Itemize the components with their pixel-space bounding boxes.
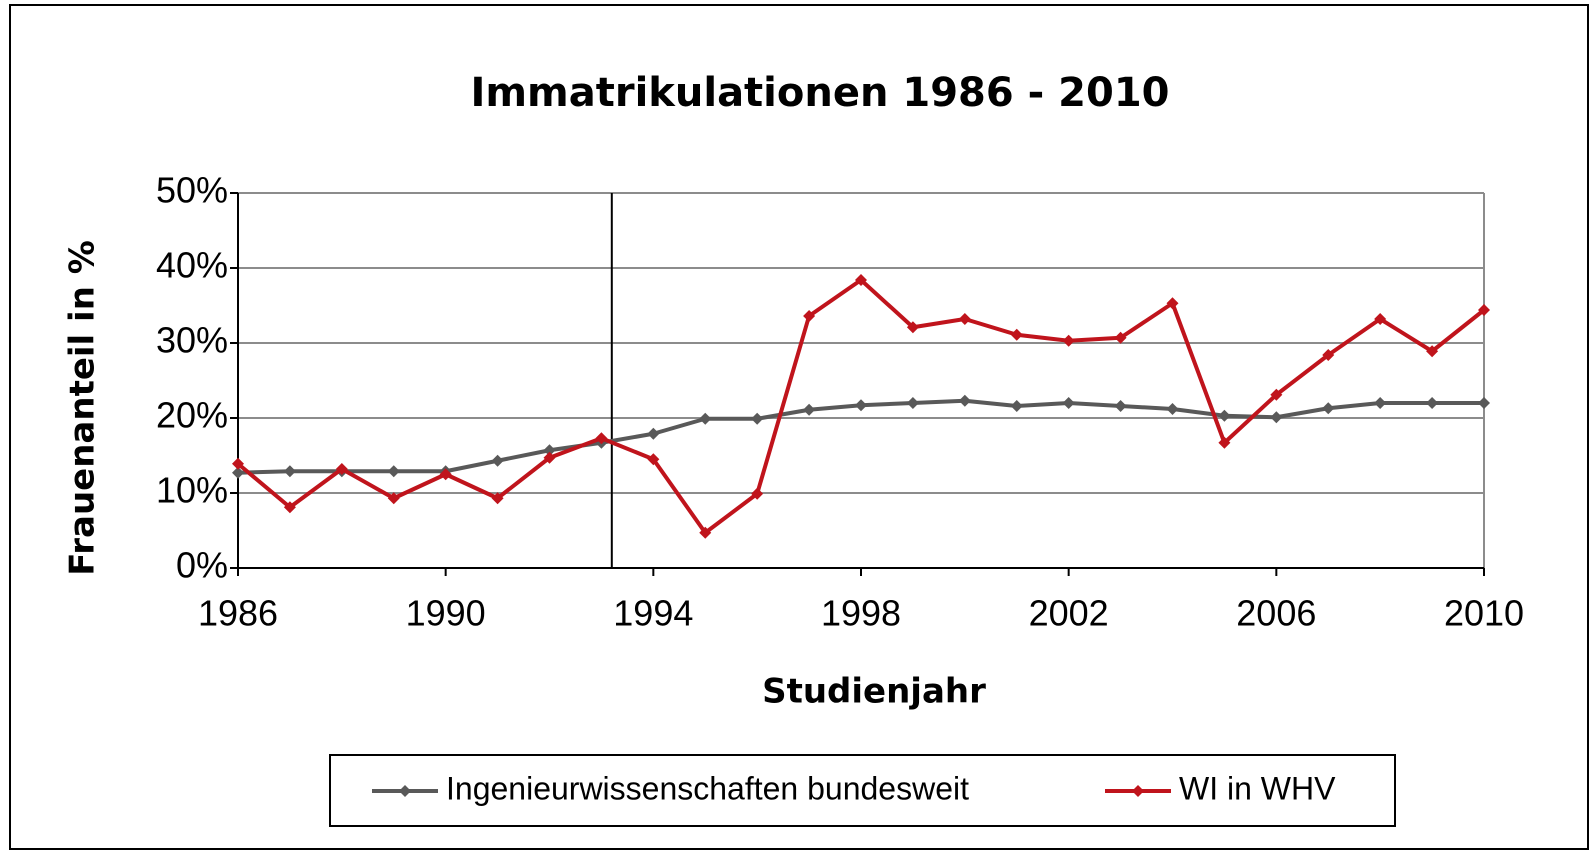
data-point (283, 501, 296, 514)
data-point (283, 465, 296, 478)
data-point (1166, 297, 1179, 310)
x-axis-label: Studienjahr (762, 672, 986, 712)
data-point (1478, 304, 1490, 316)
chart-frame (9, 4, 1589, 850)
data-point (1478, 397, 1490, 409)
data-point (647, 453, 660, 466)
y-tick-label: 0% (176, 545, 228, 586)
data-point (1062, 334, 1075, 347)
legend-label: Ingenieurwissenschaften bundesweit (446, 770, 969, 806)
data-point (1270, 388, 1283, 401)
data-point (1218, 436, 1231, 449)
data-point (855, 274, 867, 286)
data-point (699, 526, 712, 539)
data-point (491, 454, 504, 467)
data-point (387, 492, 400, 505)
data-point (387, 465, 400, 478)
data-point (595, 432, 608, 445)
data-point (958, 394, 971, 407)
x-tick-label: 2010 (1444, 593, 1524, 634)
data-point (906, 397, 919, 409)
data-point (543, 451, 556, 464)
data-point (1374, 397, 1387, 409)
x-tick-label: 2006 (1236, 593, 1316, 634)
x-tick-label: 1986 (198, 593, 278, 634)
data-point (751, 487, 764, 500)
legend-label: WI in WHV (1179, 770, 1336, 806)
data-point (1010, 328, 1023, 341)
data-point (699, 412, 712, 425)
legend (329, 754, 1396, 827)
y-axis-label: Frauenanteil in % (63, 240, 103, 576)
data-point (232, 457, 244, 470)
y-tick-label: 30% (156, 320, 228, 361)
y-tick-label: 40% (156, 245, 228, 286)
x-tick-label: 1990 (406, 593, 486, 634)
data-point (439, 468, 452, 481)
x-tick-label: 2002 (1029, 593, 1109, 634)
data-point (491, 492, 504, 505)
data-point (1166, 403, 1179, 415)
data-point (543, 444, 556, 457)
data-point (1114, 400, 1127, 412)
legend-marker (399, 785, 411, 797)
data-point (1322, 402, 1335, 415)
y-tick-label: 20% (156, 395, 228, 436)
data-point (958, 313, 971, 325)
data-point (647, 427, 660, 440)
x-tick-label: 1998 (821, 593, 901, 634)
data-point (1322, 349, 1335, 361)
data-point (803, 403, 816, 416)
data-point (1062, 397, 1075, 409)
data-point (335, 463, 348, 475)
data-point (1426, 345, 1439, 358)
data-point (751, 412, 764, 425)
data-point (803, 310, 816, 322)
data-point (1270, 411, 1283, 424)
x-tick-label: 1994 (613, 593, 693, 634)
data-point (232, 466, 244, 479)
data-point (906, 321, 919, 334)
data-point (855, 399, 867, 412)
legend-marker (1132, 785, 1144, 797)
data-point (1114, 331, 1127, 344)
chart-title: Immatrikulationen 1986 - 2010 (470, 70, 1169, 116)
data-point (1010, 400, 1023, 412)
y-tick-label: 50% (156, 170, 228, 211)
y-tick-label: 10% (156, 470, 228, 511)
data-point (1426, 397, 1439, 409)
data-point (1374, 313, 1387, 325)
data-point (1218, 409, 1231, 422)
